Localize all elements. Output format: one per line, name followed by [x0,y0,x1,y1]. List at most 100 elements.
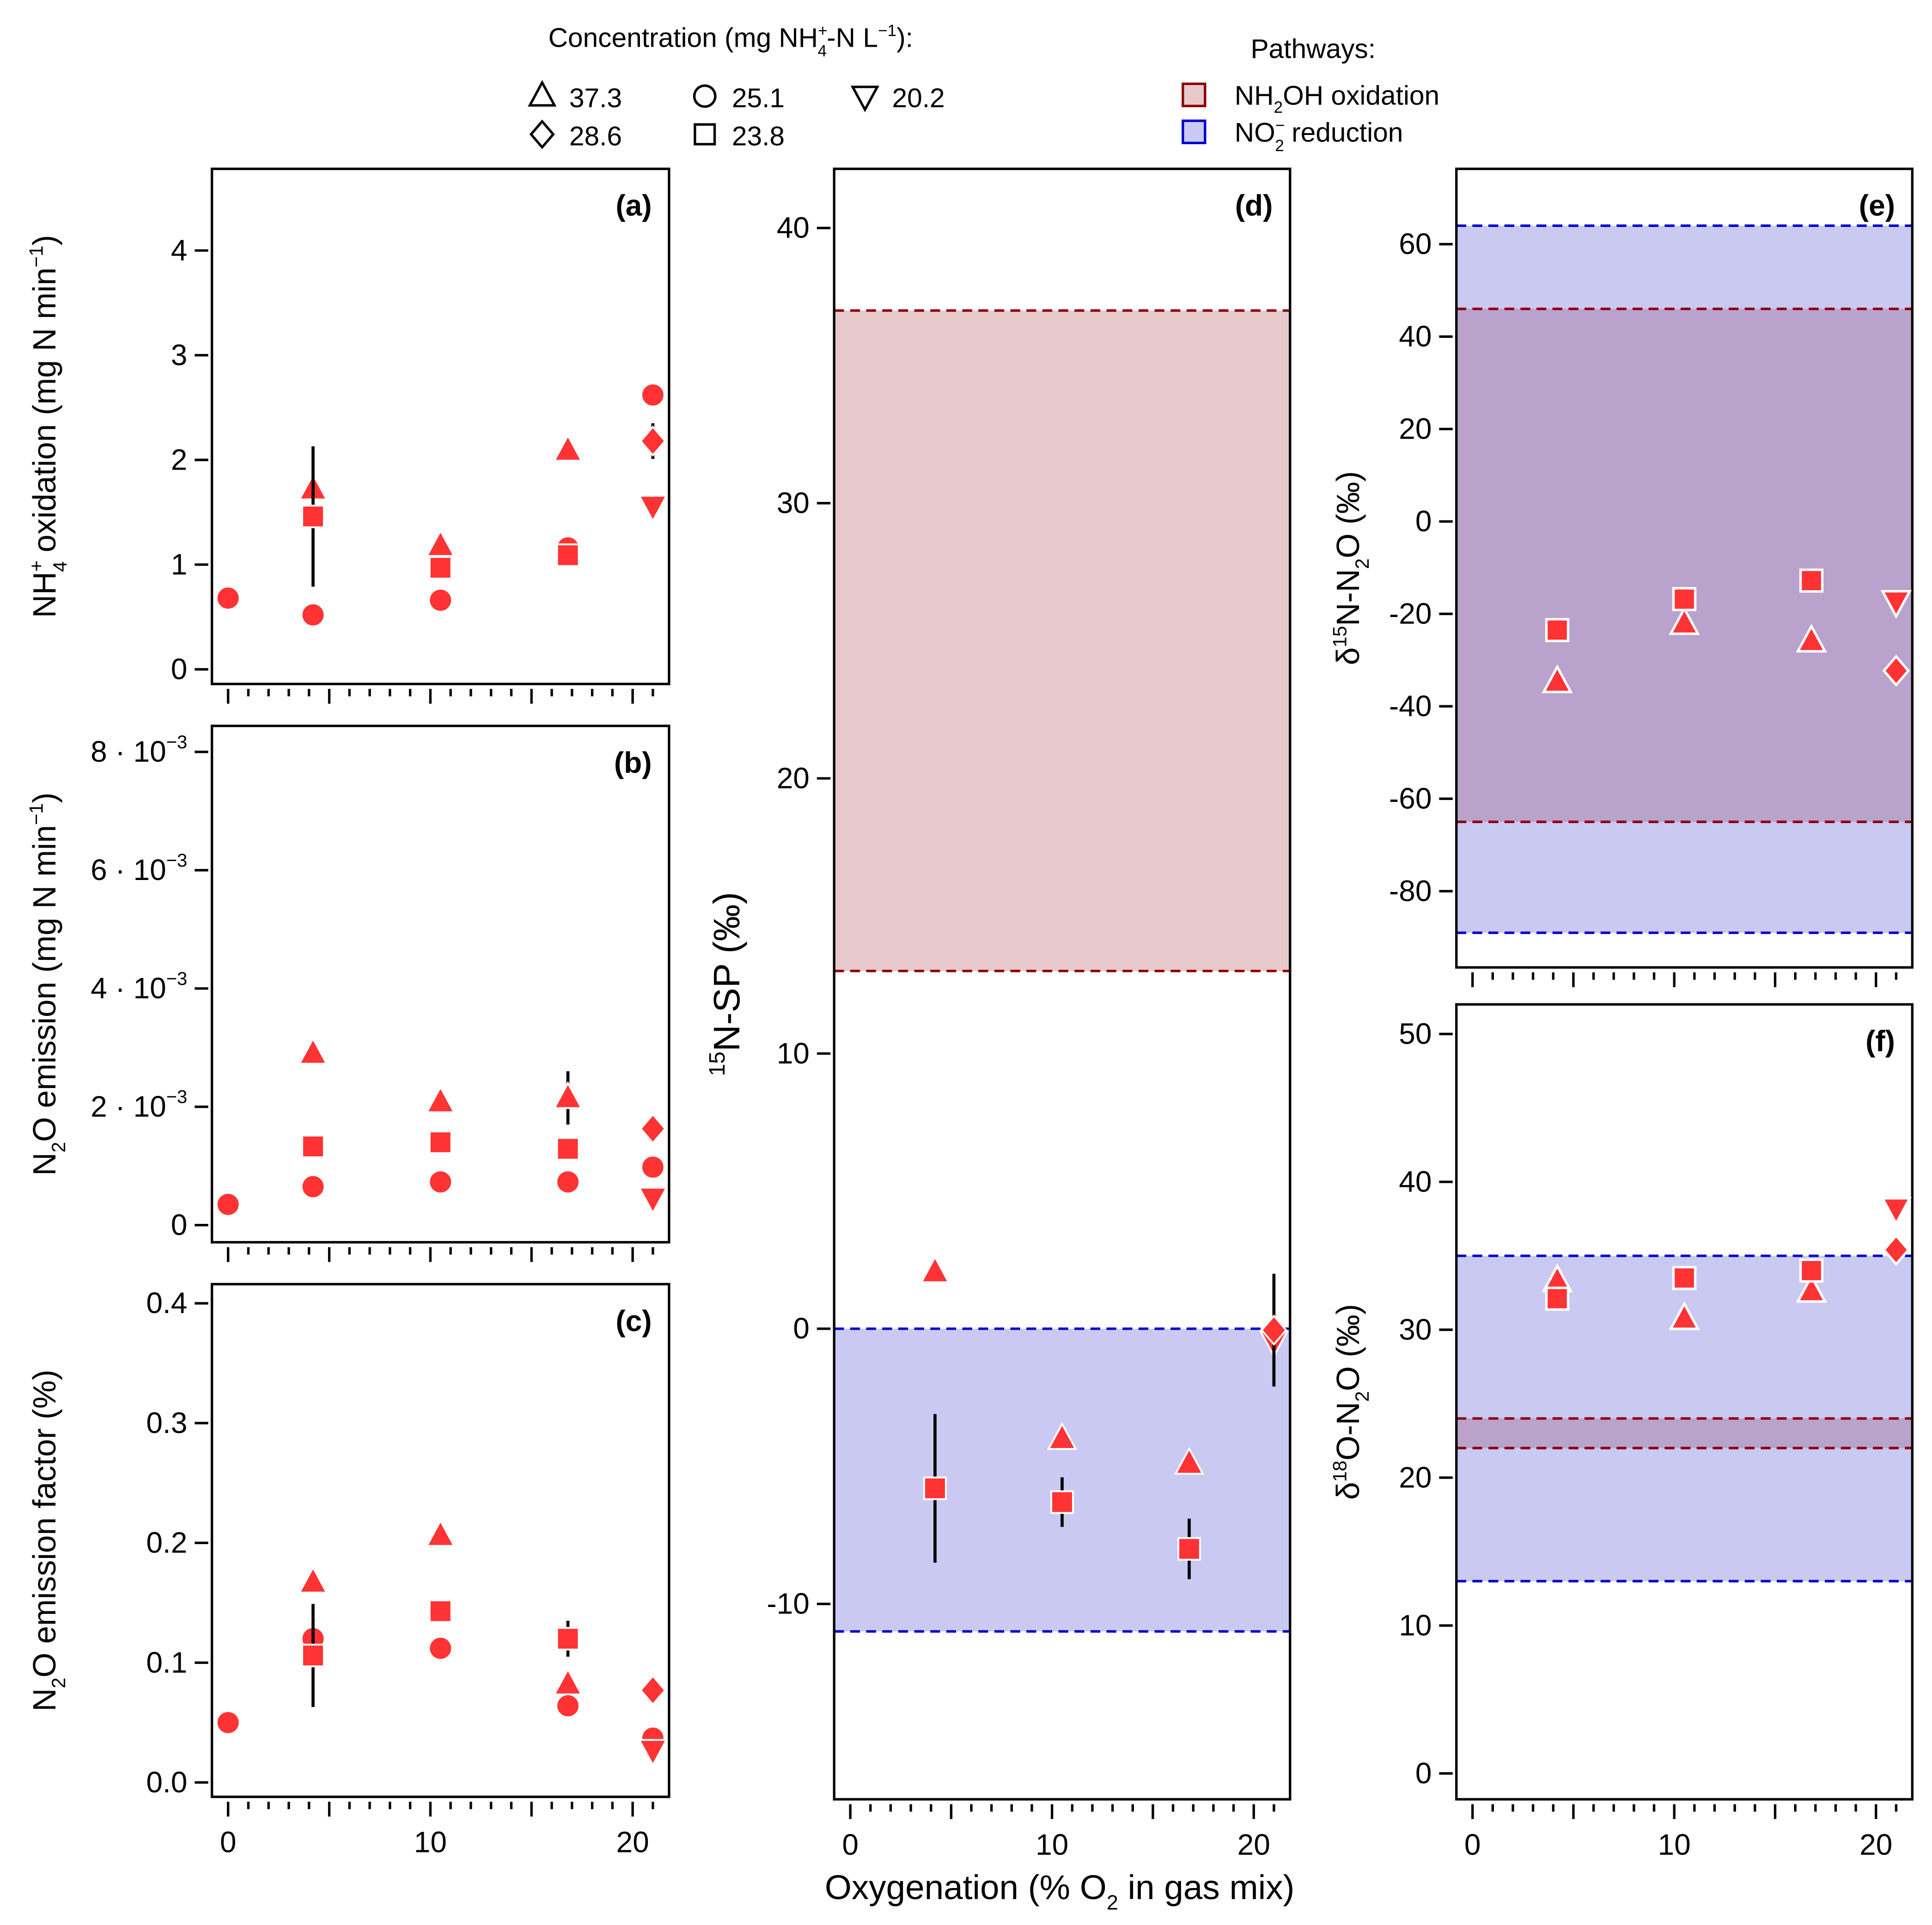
data-point-20.2 [1880,1197,1912,1226]
data-point-28.6 [639,1674,666,1706]
y-tick-label: 0.2 [146,1526,187,1559]
legend-label: 37.3 [569,83,622,113]
tick-mantissa: 2 · 10 [91,1090,166,1123]
tick-mantissa: 0 [1415,505,1432,538]
y-tick-label: 6 · 10−3 [91,850,187,886]
y-tick-label: 10 [1399,1608,1432,1642]
text-segment: ) [26,793,62,803]
y-tick-label: 30 [1399,1313,1432,1346]
tick-mantissa: 30 [1399,1313,1432,1346]
plot-frame [1455,167,1914,969]
tick-mantissa: -80 [1389,874,1432,908]
tick-mantissa: 60 [1399,227,1432,261]
x-axis-label: Oxygenation (% O2​ in gas mix) [825,1868,1295,1914]
legend-concentration-title: Concentration (mg NH+4​-N L−1​): [549,22,913,60]
data-point-25.1 [215,586,241,611]
panel-e: -80 -60 -40 -20 0 20 40 60 δ15​N-N2​O (‰) (e) [1329,167,1914,987]
subscript: 2 [1107,1891,1118,1914]
x-tick-label: 0 [220,1826,237,1859]
legend-swatch [1182,82,1207,107]
data-point-23.8 [428,1131,452,1154]
data-point-25.1 [428,587,453,613]
data-point-37.3 [1796,1274,1827,1303]
data-point-23.8 [1545,1286,1570,1311]
tick-mantissa: 30 [777,486,810,519]
y-axis-label: NH+4​ oxidation (mg N min−1​) [25,235,71,618]
data-point-37.3 [1669,1301,1700,1330]
text-segment: N [26,1688,62,1711]
y-tick-label: 20 [1399,412,1432,446]
square-marker-icon [694,123,716,146]
data-point-23.8 [301,1644,325,1668]
legend-item-23.8: 23.8 [694,122,785,152]
data-point-25.1 [555,1169,580,1195]
tick-mantissa: 40 [1399,320,1432,353]
y-tick-label: 0.3 [146,1406,187,1439]
text-segment: O (‰) [1330,471,1366,558]
panel-label: (e) [1859,189,1895,222]
legend-swatch [1182,119,1207,144]
y-tick-label: 20 [1399,1461,1432,1494]
text-segment: in gas mix) [1118,1868,1295,1907]
y-tick-label: 8 · 10−3 [91,732,187,768]
panel-label: (a) [616,189,652,222]
subscript: 2 [1274,98,1283,116]
subscript: 4 [49,561,71,572]
x-tick-label: 10 [1036,1828,1068,1861]
data-point-23.8 [301,504,325,528]
text-segment: δ [1330,1482,1366,1500]
tick-mantissa: 0 [1415,1756,1432,1790]
data-point-37.3 [553,1081,583,1109]
data-point-23.8 [428,1599,452,1623]
data-point-37.3 [1796,623,1827,653]
data-point-20.2 [638,1186,668,1215]
data-point-37.3 [425,1519,456,1547]
y-tick-label: 2 · 10−3 [91,1087,187,1123]
x-tick-label: 20 [1859,1828,1892,1861]
data-point-37.3 [920,1255,951,1283]
legend-label: 25.1 [732,83,785,113]
legend-pathways-title: Pathways: [1250,34,1376,64]
text-segment: Concentration (mg NH [549,23,818,53]
panel-label: (f) [1865,1024,1895,1057]
y-tick-label: -20 [1389,597,1432,630]
triangle-marker-icon [528,80,557,107]
data-point-25.1 [300,1174,326,1199]
x-tick-label: 0 [842,1828,859,1861]
y-tick-label: 3 [171,338,188,372]
tick-mantissa: 6 · 10 [91,853,166,886]
superscript: 15 [705,1051,730,1076]
subscript: 2 [1351,1391,1373,1402]
tick-mantissa: 0.3 [146,1406,187,1439]
band-nh2oh [834,310,1290,971]
y-tick-label: 0 [1415,505,1432,538]
text-segment: NH [26,572,62,618]
y-tick-label: 0.4 [146,1286,187,1320]
plot-frame [210,724,670,1244]
tick-mantissa: 20 [1399,412,1432,446]
plot-frame [833,167,1292,1801]
data-point-23.8 [556,543,580,567]
y-tick-label: 4 [171,233,188,267]
tick-mantissa: -60 [1389,782,1432,815]
y-tick-label: 40 [1399,1165,1432,1198]
y-tick-label: 50 [1399,1017,1432,1050]
tick-mantissa: -40 [1389,690,1432,723]
data-point-23.8 [556,1627,580,1651]
text-segment: OH oxidation [1283,81,1439,111]
legend-label: 28.6 [569,122,622,152]
y-tick-label: 40 [777,211,810,244]
text-segment: N-N [1330,569,1366,626]
y-tick-label: -10 [767,1587,809,1620]
superscript: − [1275,116,1285,134]
subscript: 2 [1351,558,1373,569]
tick-mantissa: 0.2 [146,1526,187,1559]
x-tick-label: 10 [414,1826,447,1859]
panel-label: (d) [1235,189,1273,222]
tick-mantissa: 0 [171,652,188,685]
legend-item-28.6: 28.6 [529,119,622,152]
data-point-23.8 [428,556,452,580]
tick-mantissa: 0.1 [146,1646,187,1679]
legend-label: 20.2 [892,83,945,113]
